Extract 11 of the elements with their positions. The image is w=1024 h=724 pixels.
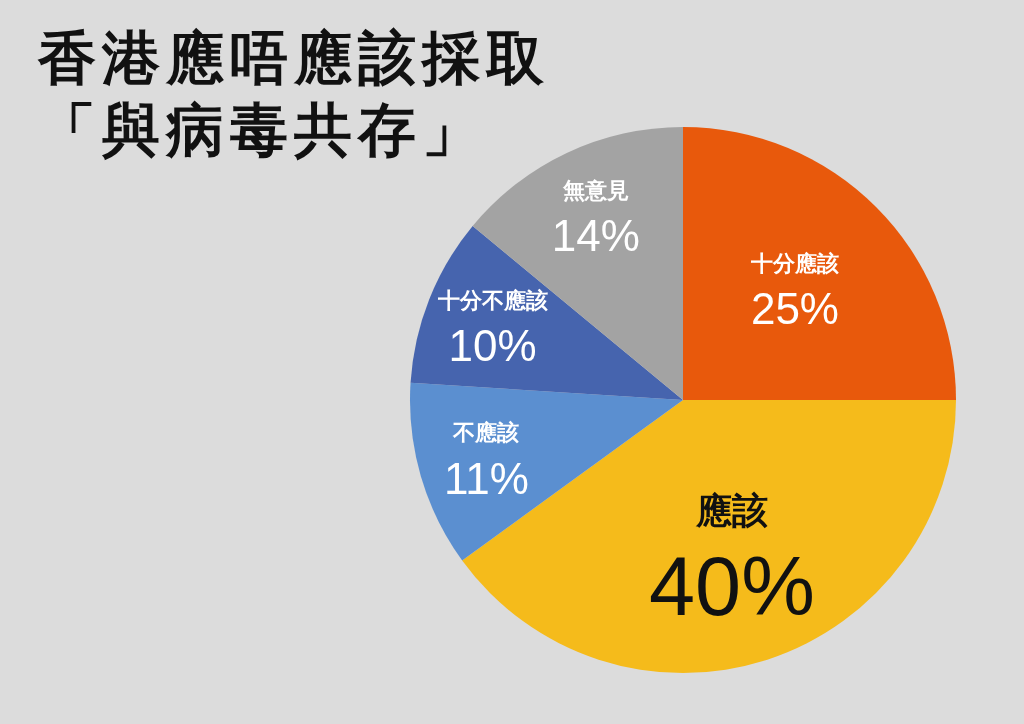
data-label: 40% <box>649 540 815 634</box>
data-label: 25% <box>750 284 839 334</box>
data-label: 11% <box>443 453 529 503</box>
slice-label: 不應該 <box>452 420 520 446</box>
slice-label: 十分應該 <box>749 251 839 277</box>
data-label: 10% <box>448 321 537 371</box>
data-label: 14% <box>551 211 640 261</box>
chart-title: 香港應唔應該採取「與病毒共存」 <box>38 23 551 166</box>
slice-label: 十分不應該 <box>436 287 548 313</box>
slice-label: 無意見 <box>561 178 629 204</box>
slice-label: 應該 <box>694 490 768 532</box>
